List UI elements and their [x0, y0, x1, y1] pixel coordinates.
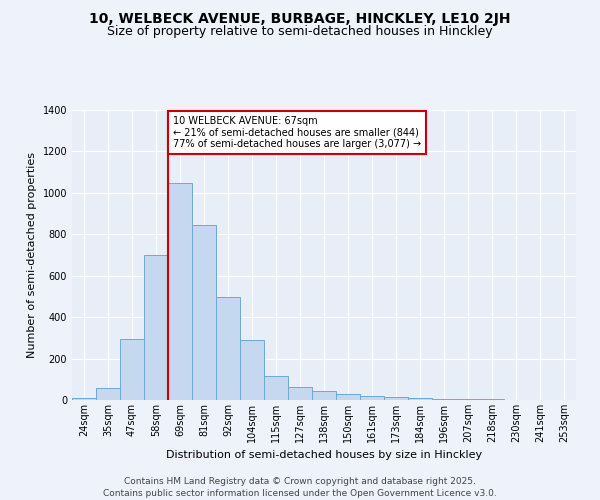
Bar [72, 398, 96, 400]
Bar [384, 397, 408, 400]
Bar [192, 225, 216, 400]
Bar [144, 255, 168, 400]
X-axis label: Distribution of semi-detached houses by size in Hinckley: Distribution of semi-detached houses by … [166, 450, 482, 460]
Bar [240, 340, 264, 400]
Bar [408, 398, 432, 400]
Bar [168, 182, 192, 400]
Bar [120, 339, 144, 400]
Bar [216, 298, 240, 400]
Text: Size of property relative to semi-detached houses in Hinckley: Size of property relative to semi-detach… [107, 25, 493, 38]
Y-axis label: Number of semi-detached properties: Number of semi-detached properties [27, 152, 37, 358]
Bar [96, 388, 120, 400]
Bar [456, 399, 480, 400]
Text: 10, WELBECK AVENUE, BURBAGE, HINCKLEY, LE10 2JH: 10, WELBECK AVENUE, BURBAGE, HINCKLEY, L… [89, 12, 511, 26]
Bar [288, 386, 312, 400]
Text: Contains HM Land Registry data © Crown copyright and database right 2025.
Contai: Contains HM Land Registry data © Crown c… [103, 476, 497, 498]
Text: 10 WELBECK AVENUE: 67sqm
← 21% of semi-detached houses are smaller (844)
77% of : 10 WELBECK AVENUE: 67sqm ← 21% of semi-d… [173, 116, 421, 150]
Bar [312, 390, 336, 400]
Bar [336, 394, 360, 400]
Bar [360, 396, 384, 400]
Bar [264, 376, 288, 400]
Bar [432, 399, 456, 400]
